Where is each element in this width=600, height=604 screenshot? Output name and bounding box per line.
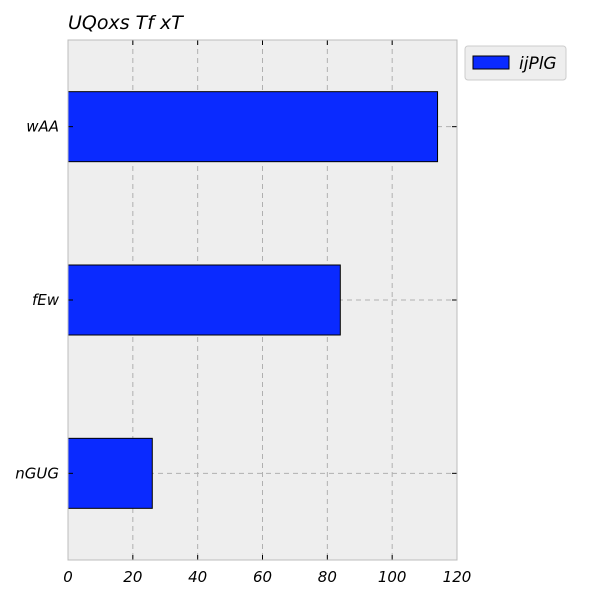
bar-nGUG [67,437,153,509]
x-tick-label: 100 [378,568,407,586]
y-tick-label: nGUG [15,464,59,482]
x-tick-label: 20 [123,568,142,586]
axis-ticks: 0 20 40 60 80 100 120 wAA fEw nGUG [15,40,471,586]
x-tick-label: 60 [253,568,272,586]
x-tick-label: 80 [318,568,337,586]
bars [67,91,439,509]
x-tick-label: 40 [188,568,207,586]
bar-fEw [67,264,341,336]
x-tick-label: 120 [443,568,472,586]
legend-label: ijPlG [519,54,557,74]
legend: ijPlG [464,45,567,81]
legend-swatch [472,55,510,70]
chart-title: UQoxs Tf xT [68,12,184,34]
legend-box [464,45,567,81]
x-tick-label: 0 [63,568,73,586]
y-tick-label: fEw [32,291,60,309]
bar-wAA [67,91,439,163]
plot-frame [67,39,458,561]
y-tick-label: wAA [26,118,59,136]
